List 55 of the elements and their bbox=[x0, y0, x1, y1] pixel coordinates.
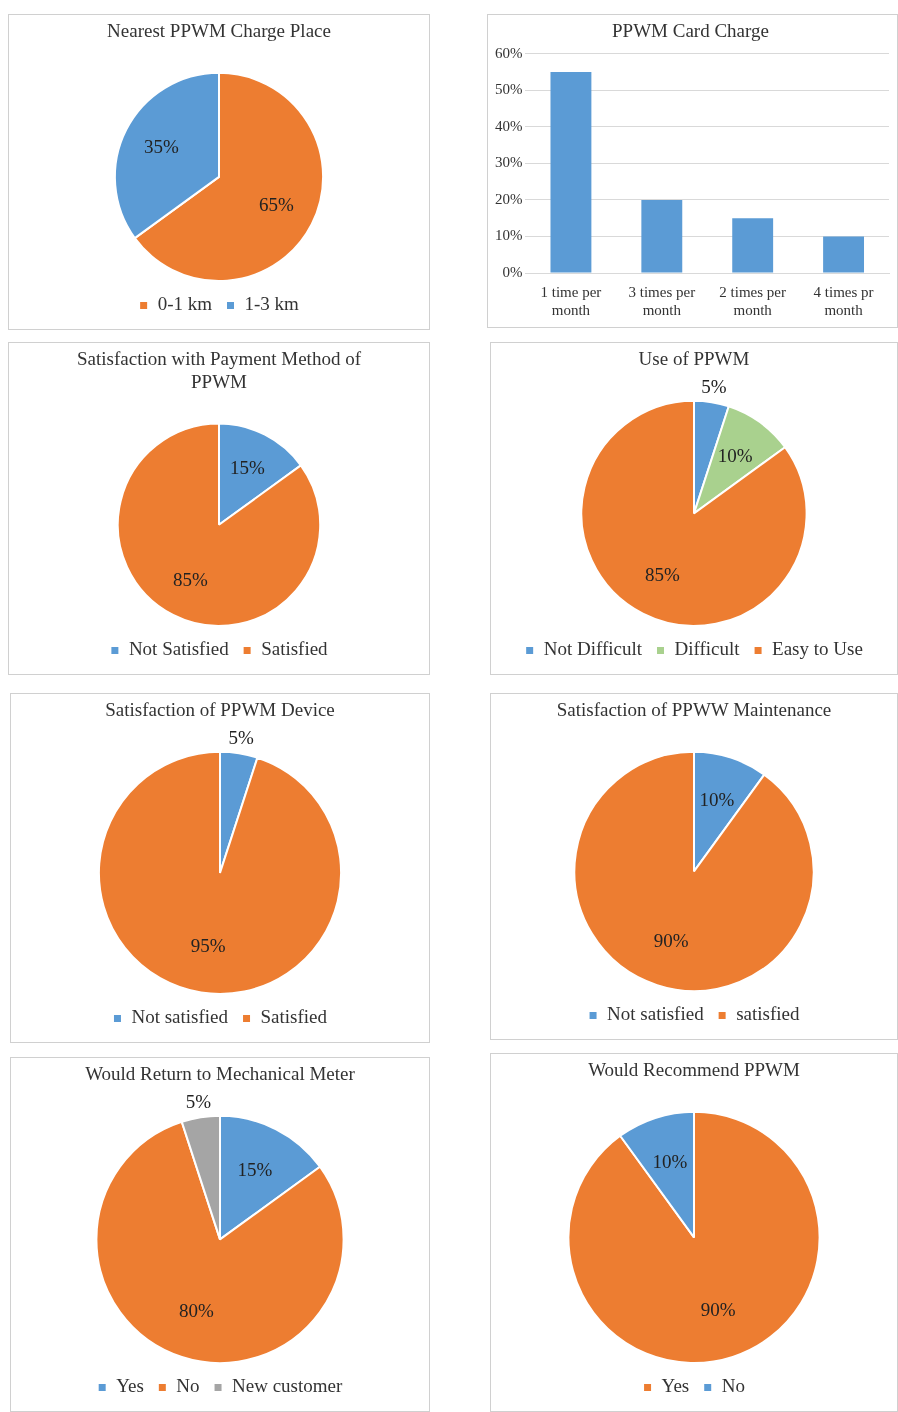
data-label: 95% bbox=[190, 935, 226, 957]
data-label: 90% bbox=[700, 1299, 736, 1321]
legend-label: Satisfied bbox=[260, 1006, 328, 1028]
legend-label: Not satisfied bbox=[131, 1006, 229, 1028]
data-label: 35% bbox=[144, 135, 180, 157]
x-tick-label: 4 times pr month bbox=[813, 283, 874, 318]
data-label: 15% bbox=[230, 456, 266, 478]
y-tick-label: 40% bbox=[495, 117, 523, 134]
data-label: 85% bbox=[644, 563, 680, 585]
x-tick-label: 2 times per month bbox=[719, 283, 787, 318]
chart-title: Satisfaction of PPWM Device bbox=[105, 699, 335, 721]
bar bbox=[550, 72, 592, 273]
legend-label: Easy to Use bbox=[772, 638, 863, 660]
bar bbox=[732, 218, 774, 273]
legend-label: Satisfied bbox=[261, 638, 329, 660]
data-label: 90% bbox=[653, 929, 689, 951]
data-label: 10% bbox=[699, 788, 735, 810]
chart-title: Satisfaction with Payment Method of PPWM bbox=[77, 348, 362, 393]
data-label: 5% bbox=[701, 376, 727, 398]
legend-label: satisfied bbox=[736, 1003, 800, 1025]
data-label: 10% bbox=[717, 444, 753, 466]
chart-title: Would Return to Mechanical Meter bbox=[85, 1063, 356, 1085]
data-label: 15% bbox=[237, 1159, 273, 1181]
y-tick-label: 30% bbox=[495, 154, 523, 171]
legend-label: No bbox=[176, 1375, 200, 1397]
y-tick-label: 0% bbox=[502, 263, 523, 280]
x-tick-label: 1 time per month bbox=[540, 283, 602, 318]
y-tick-label: 10% bbox=[495, 227, 523, 244]
bar bbox=[823, 236, 865, 273]
data-label: 10% bbox=[652, 1151, 688, 1173]
data-label: 5% bbox=[228, 727, 254, 749]
chart-title: PPWM Card Charge bbox=[612, 20, 769, 42]
data-label: 65% bbox=[259, 194, 295, 216]
bar bbox=[641, 199, 683, 273]
y-tick-label: 60% bbox=[495, 44, 523, 61]
y-tick-label: 20% bbox=[495, 190, 523, 207]
legend-label: 0-1 km bbox=[157, 293, 213, 315]
legend-label: New customer bbox=[232, 1375, 343, 1397]
legend-label: Not Difficult bbox=[543, 638, 643, 660]
chart-title: Would Recommend PPWM bbox=[588, 1059, 800, 1081]
chart-title: Satisfaction of PPWW Maintenance bbox=[556, 699, 832, 721]
legend-label: Not satisfied bbox=[607, 1003, 705, 1025]
data-label: 80% bbox=[178, 1300, 214, 1322]
data-label: 85% bbox=[173, 568, 209, 590]
legend-label: No bbox=[721, 1375, 745, 1397]
y-tick-label: 50% bbox=[495, 81, 523, 98]
legend-label: Difficult bbox=[674, 638, 741, 660]
chart-title: Use of PPWM bbox=[638, 348, 750, 370]
chart-title: Nearest PPWM Charge Place bbox=[107, 20, 331, 42]
legend-label: 1-3 km bbox=[244, 293, 300, 315]
legend-label: Yes bbox=[661, 1375, 690, 1397]
data-label: 5% bbox=[185, 1091, 212, 1113]
legend-label: Yes bbox=[116, 1375, 144, 1397]
legend-label: Not Satisfied bbox=[128, 638, 230, 660]
x-tick-label: 3 times per month bbox=[628, 283, 696, 318]
